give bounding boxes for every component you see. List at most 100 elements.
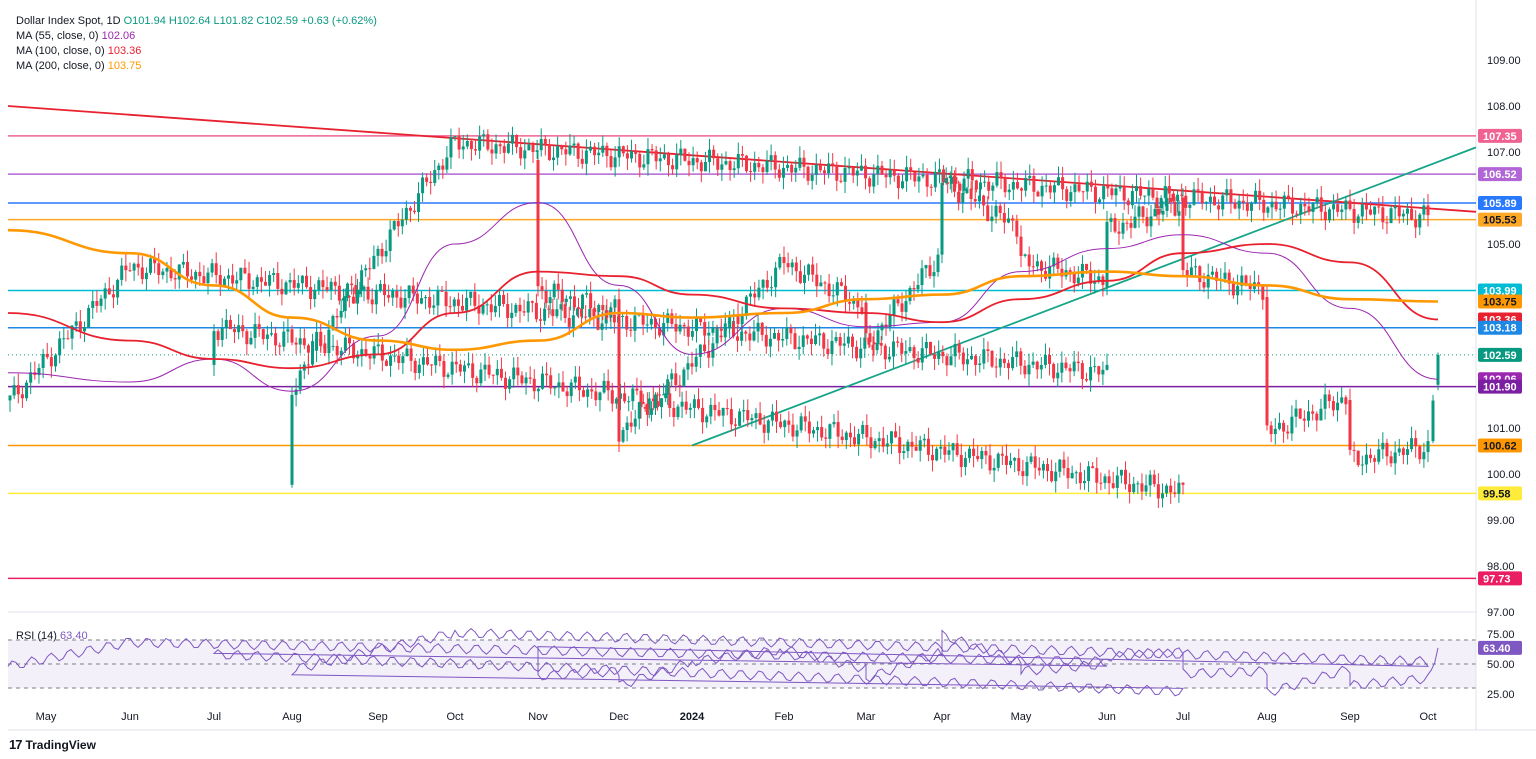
- price-tag-99.58[interactable]: [1478, 486, 1522, 501]
- candle-body: [699, 162, 703, 172]
- x-tick-label: 2024: [680, 711, 705, 723]
- candle-body: [1035, 361, 1039, 370]
- candle-body: [850, 336, 854, 347]
- candle-body: [400, 219, 404, 227]
- candle-body: [494, 144, 498, 154]
- candle-body: [606, 380, 610, 391]
- candle-body: [847, 167, 851, 169]
- rsi-tag[interactable]: [1478, 640, 1522, 655]
- candle-body: [769, 155, 773, 161]
- y-tick-label: 97.00: [1487, 607, 1515, 619]
- candle-body: [341, 297, 345, 301]
- price-tag-103.75[interactable]: [1478, 294, 1522, 309]
- candle-body: [839, 180, 843, 182]
- x-tick-label: Oct: [1419, 711, 1436, 723]
- candle-body: [815, 274, 819, 287]
- candle-body: [577, 307, 580, 309]
- x-tick-label: Jul: [207, 711, 221, 723]
- candle-body: [651, 398, 655, 402]
- candle-body: [222, 278, 226, 286]
- price-tag-103.99[interactable]: [1478, 283, 1522, 298]
- candle-body: [793, 333, 797, 350]
- candle-body: [339, 310, 343, 318]
- candle-body: [692, 399, 696, 408]
- candle-body: [502, 146, 506, 153]
- candle-body: [433, 170, 437, 183]
- candle-body: [1177, 211, 1181, 216]
- symbol-title: Dollar Index Spot, 1D: [16, 15, 121, 27]
- price-tag-103.18[interactable]: [1478, 320, 1522, 335]
- candle-body: [1025, 461, 1029, 477]
- candle-body: [540, 373, 544, 389]
- candle-body: [935, 448, 939, 461]
- candle-body: [972, 448, 976, 456]
- candle-body: [662, 154, 666, 159]
- candle-body: [548, 297, 552, 304]
- candle-body: [1181, 197, 1185, 271]
- candle-body: [380, 344, 384, 361]
- price-tag-102.59[interactable]: [1478, 347, 1522, 362]
- candle-body: [1373, 206, 1377, 215]
- candle-body: [786, 164, 790, 168]
- y-tick-label: 100.00: [1487, 469, 1521, 481]
- price-tag-101.90[interactable]: [1478, 379, 1522, 394]
- candle-body: [1397, 448, 1401, 453]
- candle-body: [228, 319, 232, 330]
- candle-body: [970, 169, 974, 181]
- candle-body: [1265, 297, 1269, 379]
- candle-body: [1315, 197, 1319, 203]
- price-tag-105.53[interactable]: [1478, 212, 1522, 227]
- price-tag-105.89[interactable]: [1478, 196, 1522, 211]
- candle-body: [437, 165, 441, 171]
- candle-body: [660, 398, 664, 408]
- candle-body: [358, 289, 362, 295]
- candle-body: [1080, 263, 1084, 278]
- candle-body: [1208, 196, 1212, 202]
- price-tag-100.62[interactable]: [1478, 438, 1522, 453]
- candle-body: [658, 158, 662, 162]
- candle-body: [732, 168, 736, 171]
- tradingview-brand[interactable]: 17 TradingView: [9, 737, 96, 752]
- candle-body: [614, 398, 618, 404]
- candle-body: [675, 154, 679, 170]
- candle-body: [826, 348, 830, 355]
- candle-body: [1040, 185, 1044, 197]
- candle-body: [498, 144, 502, 147]
- candle-body: [990, 350, 994, 367]
- candle-body: [448, 306, 452, 308]
- candle-body: [760, 322, 764, 335]
- price-tag-106.52[interactable]: [1478, 167, 1522, 182]
- candle-body: [959, 454, 963, 468]
- candle-body: [1393, 452, 1397, 464]
- candle-body: [1017, 458, 1021, 472]
- candle-body: [782, 257, 786, 264]
- candle-body: [1033, 456, 1037, 468]
- candle-body: [551, 309, 555, 317]
- price-tag-107.35[interactable]: [1478, 128, 1522, 143]
- candle-body: [630, 151, 634, 159]
- candle-body: [707, 332, 711, 336]
- candle-body: [900, 303, 904, 312]
- candle-body: [149, 258, 153, 273]
- candle-body: [111, 294, 115, 298]
- candle-body: [728, 315, 732, 329]
- candle-body: [682, 369, 686, 386]
- candle-body: [1254, 190, 1258, 203]
- candle-body: [766, 420, 770, 433]
- candle-body: [855, 346, 859, 359]
- candle-body: [638, 153, 642, 168]
- candle-body: [506, 304, 510, 319]
- candle-body: [1060, 268, 1064, 277]
- candle-body: [292, 280, 296, 288]
- candle-body: [91, 301, 95, 308]
- candle-body: [393, 355, 397, 357]
- candle-body: [996, 453, 1000, 468]
- price-tag-97.73[interactable]: [1478, 571, 1522, 586]
- candle-body: [1294, 408, 1298, 417]
- candle-body: [1180, 194, 1184, 196]
- y-tick-label: 99.00: [1487, 515, 1515, 527]
- candle-body: [1385, 222, 1389, 224]
- candle-body: [1048, 185, 1052, 193]
- candle-body: [430, 364, 434, 366]
